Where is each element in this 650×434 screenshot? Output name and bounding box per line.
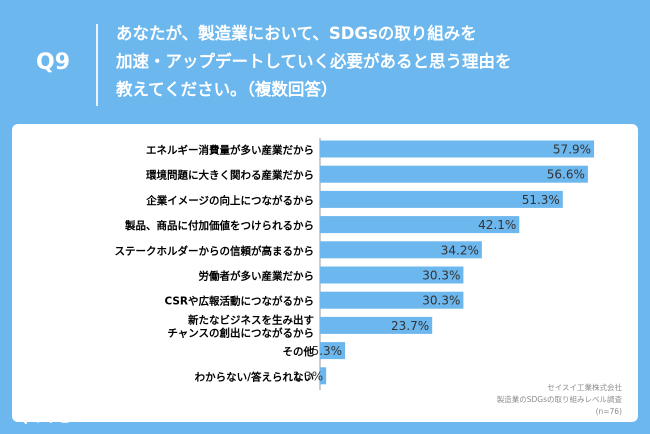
category-label-8-line-2: チャンスの創出につながるから — [167, 326, 314, 339]
bar-value-label-8: 23.7% — [391, 319, 429, 333]
bar-9 — [320, 342, 346, 360]
source-note: セイスイ工業株式会社 製造業のSDGsの取り組みレベル調査 (n=76) — [432, 382, 622, 418]
question-header: Q9 あなたが、製造業において、SDGsの取り組みを 加速・アップデートしていく… — [0, 0, 650, 122]
question-text-line-1: あなたが、製造業において、SDGsの取り組みを — [116, 24, 477, 43]
bar-10 — [320, 367, 327, 385]
question-text-line-3: 教えてください。（複数回答） — [116, 80, 338, 99]
brand-logo: リサピー — [12, 407, 84, 426]
brand-name: リサピー — [32, 411, 85, 426]
bar-8 — [320, 316, 433, 334]
category-label-3: 企業イメージの向上につながるから — [145, 194, 314, 207]
header-divider — [96, 24, 98, 106]
bar-value-label-3: 51.3% — [522, 193, 560, 207]
source-survey: 製造業のSDGsの取り組みレベル調査 — [496, 395, 622, 404]
category-label-8-line-1: 新たなビジネスを生み出す — [188, 313, 314, 326]
bar-value-label-4: 42.1% — [478, 218, 516, 232]
category-label-4: 製品、商品に付加価値をつけられるから — [124, 219, 314, 232]
bar-value-label-7: 30.3% — [422, 294, 460, 308]
question-text-line-2: 加速・アップデートしていく必要があると思う理由を — [116, 52, 512, 71]
category-label-7: CSRや広報活動につながるから — [164, 295, 314, 308]
bar-value-label-1: 57.9% — [553, 143, 591, 157]
category-label-9: その他 — [283, 345, 315, 358]
question-number: Q9 — [36, 50, 71, 75]
chart-panel: 57.9% エネルギー消費量が多い産業だから 56.6% 環境問題に大きく関わる産業だ… — [12, 124, 638, 422]
category-label-1: エネルギー消費量が多い産業だから — [146, 144, 314, 157]
bar-value-label-5: 34.2% — [441, 243, 479, 257]
category-label-10: わからない/答えられない — [195, 370, 314, 383]
category-label-2: 環境問題に大きく関わる産業だから — [146, 169, 314, 182]
bar-2 — [320, 165, 588, 183]
search-icon — [13, 409, 27, 424]
bar-1 — [320, 140, 595, 158]
bar-5 — [320, 241, 482, 259]
bar-chart: 57.9% エネルギー消費量が多い産業だから 56.6% 環境問題に大きく関わる産業だ… — [115, 138, 595, 390]
bar-6 — [320, 266, 464, 284]
category-label-6: 労働者が多い産業だから — [199, 270, 315, 283]
bar-3 — [320, 190, 563, 208]
bar-value-label-2: 56.6% — [547, 168, 585, 182]
bar-7 — [320, 291, 464, 309]
category-label-5: ステークホルダーからの信頼が高まるから — [115, 244, 315, 257]
question-text: あなたが、製造業において、SDGsの取り組みを 加速・アップデートしていく必要が… — [116, 20, 626, 104]
bar-4 — [320, 216, 520, 234]
bar-value-label-6: 30.3% — [422, 269, 460, 283]
bar-value-label-10: 1.3% — [293, 369, 324, 383]
source-company: セイスイ工業株式会社 — [547, 383, 622, 392]
bar-value-label-9: 5.3% — [312, 344, 343, 358]
source-sample-size: (n=76) — [595, 407, 622, 416]
